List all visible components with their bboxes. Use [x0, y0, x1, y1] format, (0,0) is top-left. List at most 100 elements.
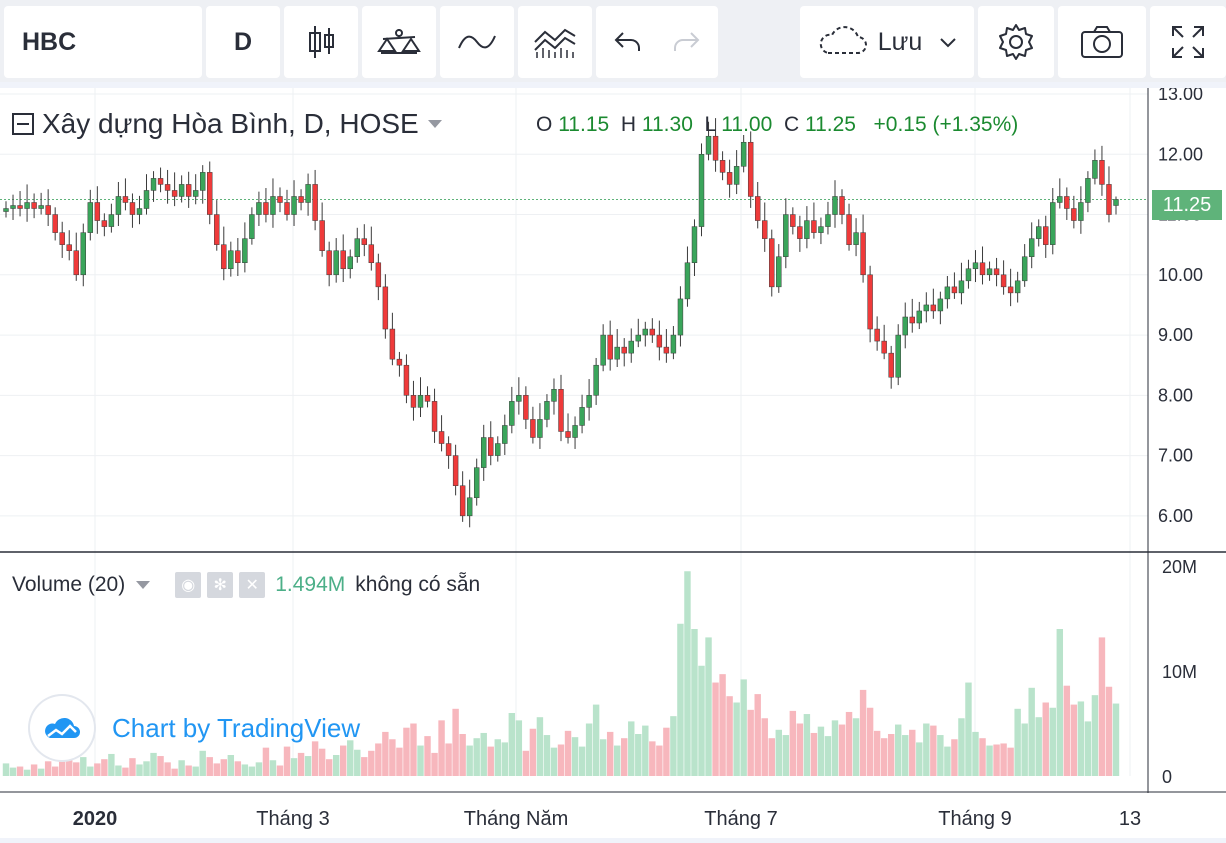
candle — [951, 286, 958, 294]
open-value: 11.15 — [558, 113, 610, 136]
candle — [424, 395, 431, 402]
cloud-logo-icon — [45, 717, 80, 738]
fullscreen-button[interactable] — [1150, 6, 1226, 78]
candle — [200, 172, 206, 191]
volume-tick-label: 20M — [1162, 557, 1197, 577]
caret-down-icon[interactable] — [135, 580, 151, 590]
volume-bar — [909, 729, 916, 776]
templates-icon — [534, 28, 576, 58]
chart-panel[interactable]: 13.00 12.00 11.00 10.00 9.00 8.00 7.00 6.00 20M 1… — [0, 88, 1226, 793]
candle — [10, 205, 16, 209]
snapshot-button[interactable] — [1058, 6, 1146, 78]
candle — [214, 214, 220, 245]
volume-bar — [923, 723, 930, 776]
tradingview-branding[interactable]: Chart by TradingView — [30, 696, 360, 760]
price-tick-label: 10.00 — [1158, 265, 1203, 285]
volume-bar — [775, 729, 782, 776]
volume-bar — [508, 713, 516, 776]
volume-bar — [677, 623, 684, 776]
candlestick-chart[interactable]: 13.00 12.00 11.00 10.00 9.00 8.00 7.00 6.00 20M 1… — [0, 88, 1226, 793]
candle — [361, 238, 367, 245]
volume-bar — [719, 674, 726, 776]
candle — [670, 334, 677, 354]
volume-bar — [733, 702, 740, 776]
volume-bar — [1014, 708, 1021, 776]
candle — [839, 196, 845, 215]
candle — [263, 202, 269, 215]
candle — [846, 214, 852, 245]
volume-bar — [859, 689, 867, 776]
volume-bar — [199, 750, 206, 776]
volume-bar — [157, 756, 164, 776]
candle — [600, 334, 606, 366]
volume-bar — [824, 736, 832, 776]
candle — [473, 467, 480, 499]
candle — [410, 395, 417, 408]
candle — [403, 364, 410, 396]
volume-bar — [276, 765, 284, 776]
candle — [24, 202, 30, 209]
chart-legend-title[interactable]: Xây dựng Hòa Bình, D, HOSE — [12, 108, 443, 140]
settings-button[interactable] — [978, 6, 1054, 78]
interval-button[interactable]: D — [206, 6, 280, 78]
volume-bar — [1063, 685, 1071, 776]
brand-link[interactable]: Chart by TradingView — [112, 712, 361, 743]
candle — [818, 226, 824, 233]
volume-bar — [1084, 721, 1092, 776]
volume-bar — [1070, 704, 1078, 776]
volume-bar — [873, 730, 881, 776]
gear-icon[interactable]: ✻ — [207, 572, 234, 598]
volume-bar — [993, 744, 1000, 776]
volume-bar — [782, 735, 790, 776]
candle — [972, 262, 979, 270]
volume-legend[interactable]: Volume (20) ◉ ✻ ✕ 1.494M không có sẵn — [12, 572, 480, 598]
volume-bar — [101, 759, 108, 776]
candle — [1028, 238, 1035, 257]
compare-button[interactable] — [440, 6, 514, 78]
volume-bar — [691, 629, 698, 776]
eye-icon[interactable]: ◉ — [175, 572, 202, 598]
undo-icon[interactable] — [613, 29, 643, 55]
indicators-button[interactable] — [362, 6, 436, 78]
volume-bar — [9, 767, 17, 776]
chevron-down-icon — [940, 38, 956, 48]
low-value: 11.00 — [721, 113, 773, 136]
candle — [783, 214, 789, 257]
volume-bar — [979, 738, 986, 776]
collapse-icon[interactable] — [12, 113, 34, 135]
volume-bar — [564, 730, 572, 776]
caret-down-icon[interactable] — [427, 119, 443, 129]
tradingview-logo — [30, 696, 94, 760]
candles-style-button[interactable] — [284, 6, 358, 78]
candle — [958, 280, 965, 294]
candle — [649, 328, 656, 336]
volume-bar — [789, 710, 797, 776]
interval-label: D — [233, 27, 253, 56]
candle — [115, 196, 122, 215]
close-icon[interactable]: ✕ — [239, 572, 266, 598]
volume-bar — [852, 718, 860, 776]
save-button[interactable]: Lưu — [800, 6, 974, 78]
symbol-search-button[interactable]: HBC — [4, 6, 202, 78]
templates-button[interactable] — [518, 6, 592, 78]
candle — [291, 196, 297, 215]
candle — [270, 196, 276, 215]
candle — [747, 141, 754, 197]
price-tick-label: 13.00 — [1158, 88, 1203, 104]
candle — [776, 256, 782, 288]
time-axis[interactable]: 2020 Tháng 3 Tháng Năm Tháng 7 Tháng 9 13 — [0, 793, 1226, 838]
volume-bar — [58, 755, 66, 776]
volume-bar — [831, 720, 839, 776]
candle — [544, 401, 550, 420]
volume-bar — [382, 731, 389, 776]
candle — [368, 244, 375, 264]
redo-icon[interactable] — [671, 29, 701, 55]
candle — [579, 407, 585, 426]
candle — [593, 364, 599, 396]
volume-bar — [1105, 686, 1113, 776]
volume-bar — [529, 728, 537, 776]
volume-bar — [726, 696, 733, 776]
candle — [1064, 196, 1070, 209]
volume-bar — [958, 718, 965, 776]
volume-bar — [361, 757, 368, 776]
